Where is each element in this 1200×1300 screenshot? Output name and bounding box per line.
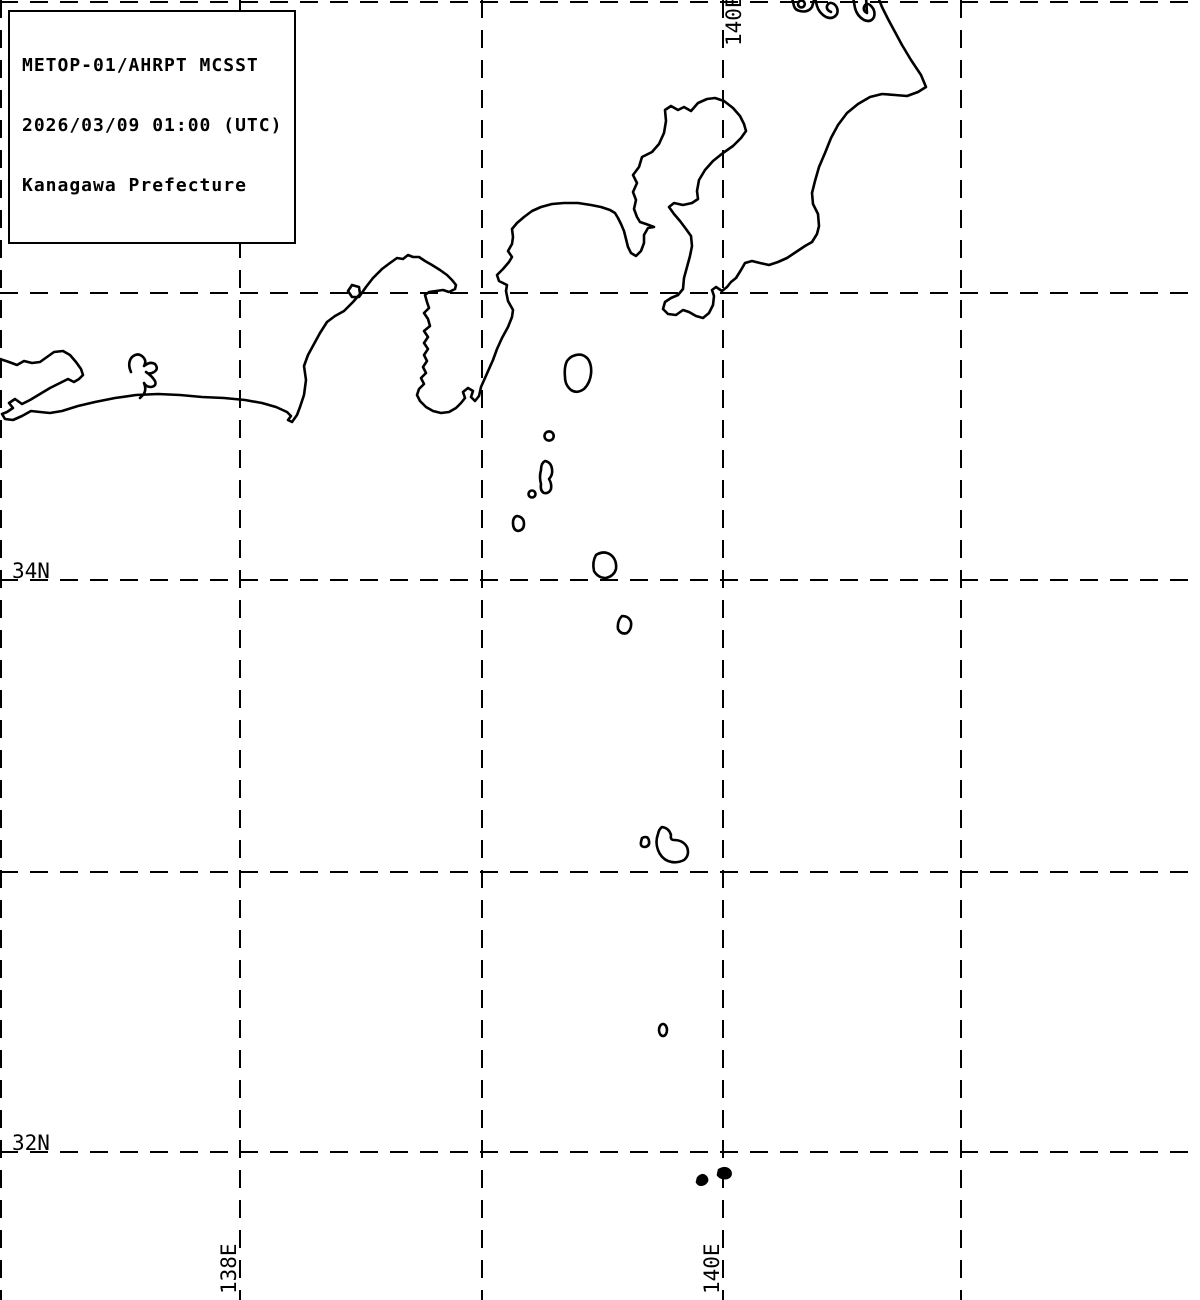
hachijojima-island xyxy=(655,825,690,864)
mikurajima-island xyxy=(616,614,633,635)
coast-fragment-1 xyxy=(791,0,816,13)
honshu-coastline xyxy=(0,0,928,424)
south-rock-1 xyxy=(695,1173,709,1186)
kozushima-island xyxy=(511,514,526,533)
longitude-label: 140E xyxy=(722,0,746,46)
map-info-box: METOP-01/AHRPT MCSST 2026/03/09 01:00 (U… xyxy=(8,10,297,244)
south-rock-2 xyxy=(716,1166,732,1180)
miyakejima-island xyxy=(592,551,618,580)
longitude-label: 140E xyxy=(700,1243,724,1294)
izu-oshima-island xyxy=(563,353,593,394)
coast-fragment-3 xyxy=(852,0,876,23)
latitude-label: 34N xyxy=(12,559,50,583)
aogashima-island xyxy=(657,1022,669,1038)
lake-hamana xyxy=(127,353,159,400)
hachijo-kojima-island xyxy=(639,835,651,849)
niijima-island xyxy=(538,459,554,495)
region-name: Kanagawa Prefecture xyxy=(22,175,247,196)
latitude-label: 32N xyxy=(12,1131,50,1155)
product-title: METOP-01/AHRPT MCSST xyxy=(22,55,259,76)
longitude-label: 138E xyxy=(217,1243,241,1294)
shikinejima-island xyxy=(527,489,537,499)
timestamp: 2026/03/09 01:00 (UTC) xyxy=(22,115,283,136)
toshima-island xyxy=(543,430,555,442)
coast-fragment-2 xyxy=(814,0,839,20)
coast-fragment-ring xyxy=(796,0,807,9)
